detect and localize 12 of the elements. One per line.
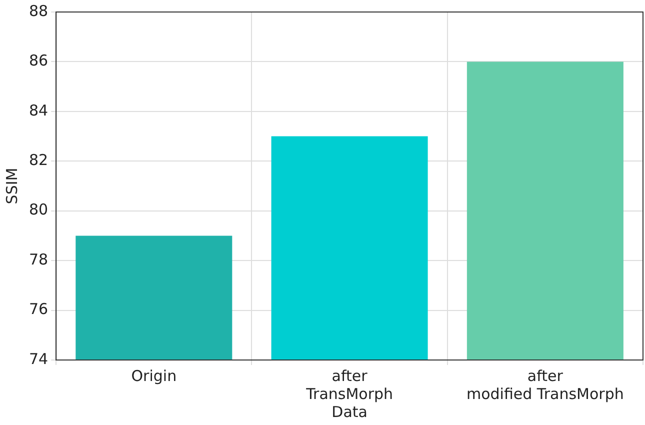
y-tick-label: 84 <box>28 101 48 120</box>
y-tick-label: 86 <box>28 52 48 70</box>
y-tick-label: 76 <box>28 300 48 318</box>
x-tick-label: after modified TransMorph <box>466 366 624 403</box>
y-tick-label: 78 <box>28 250 48 268</box>
x-tick-label: Origin <box>131 366 177 385</box>
x-tick-label: after TransMorph Data <box>305 366 394 421</box>
y-tick-label: 82 <box>28 151 48 170</box>
y-tick-label: 74 <box>28 350 48 368</box>
y-axis-title: SSIM <box>2 168 21 204</box>
y-tick-label: 88 <box>28 2 48 20</box>
y-tick-label: 80 <box>28 200 48 219</box>
